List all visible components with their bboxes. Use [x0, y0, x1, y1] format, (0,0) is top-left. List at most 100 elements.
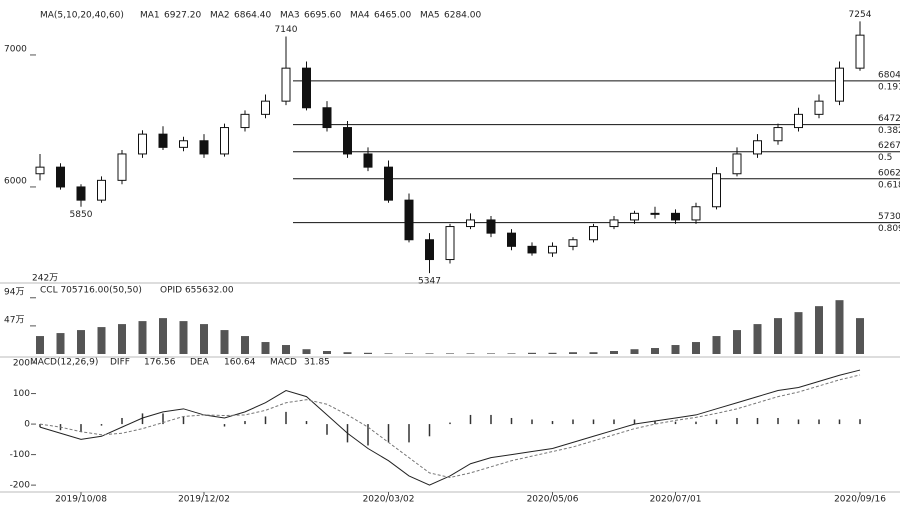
volume-bar	[569, 352, 577, 354]
volume-bar	[610, 351, 618, 354]
fib-price: 6062	[878, 168, 900, 178]
candle-body	[814, 100, 824, 115]
macd-line	[39, 369, 861, 486]
ma-value: 6284.00	[444, 11, 481, 21]
candle-body	[199, 140, 209, 155]
fib-price: 5730	[878, 212, 900, 222]
candle-body	[650, 212, 660, 215]
volume-legend: CCL 705716.00(50,50)	[40, 286, 142, 296]
candle-body	[384, 166, 393, 201]
volume-bar	[733, 330, 741, 354]
ma-label: MA(5,10,20,40,60)	[40, 11, 124, 21]
high-annotation: 7254	[849, 10, 872, 20]
candle-body	[445, 226, 455, 261]
candle-body	[794, 113, 803, 129]
candle-body	[240, 113, 250, 129]
volume-bar	[548, 352, 557, 354]
fib-ratio: 0.618	[878, 180, 900, 190]
fib-ratio: 0.5	[878, 153, 892, 163]
volume-bar	[323, 351, 331, 354]
candle-body	[158, 133, 168, 148]
candle-body	[138, 133, 147, 155]
candle-body	[630, 212, 639, 221]
candle-body	[343, 127, 352, 155]
volume-bar	[487, 353, 495, 354]
candle-body	[671, 212, 680, 221]
candle-body	[404, 199, 414, 241]
volume-bar	[138, 321, 147, 354]
high-annotation: 7140	[275, 25, 298, 35]
volume-bar	[241, 336, 249, 354]
low-annotation: 5347	[418, 277, 441, 287]
candle-body	[773, 127, 783, 142]
volume-bar	[528, 352, 536, 354]
macd-name: DIFF	[110, 358, 130, 368]
macd-name: MACD	[270, 358, 297, 368]
volume-bar	[466, 353, 475, 354]
ma-name: MA1	[140, 11, 160, 21]
volume-bar	[651, 348, 659, 354]
candle-body	[609, 219, 619, 228]
candle-body	[363, 153, 373, 168]
macd-value: 176.56	[144, 358, 176, 368]
ma-name: MA2	[210, 11, 230, 21]
candle-body	[589, 226, 598, 241]
volume-bar	[815, 306, 823, 354]
candle-body	[179, 140, 188, 148]
candle-body	[281, 67, 291, 102]
volume-bar	[118, 324, 126, 354]
candle-body	[56, 166, 65, 188]
x-tick-label: 2019/10/08	[55, 495, 107, 505]
ma-value: 6864.40	[234, 11, 271, 21]
fib-ratio: 0.809	[878, 224, 900, 234]
volume-bar	[302, 349, 311, 354]
volume-bar	[712, 336, 721, 354]
volume-title: 242万	[32, 274, 58, 284]
volume-bar	[507, 353, 516, 354]
y-tick-label: -200	[10, 481, 31, 491]
candle-body	[855, 34, 865, 69]
y-tick-label: 0	[24, 420, 30, 430]
volume-bar	[200, 324, 208, 354]
y-tick-label: 47万	[4, 315, 24, 325]
volume-bar	[179, 321, 188, 354]
volume-bar	[835, 300, 844, 354]
candle-body	[568, 239, 578, 247]
candle-body	[835, 67, 844, 102]
ma-name: MA5	[420, 11, 440, 21]
x-tick-label: 2020/05/06	[527, 495, 579, 505]
fib-ratio: 0.191	[878, 82, 900, 92]
ma-value: 6465.00	[374, 11, 411, 21]
volume-bar	[159, 318, 167, 354]
macd-value: 31.85	[304, 358, 330, 368]
candle-body	[712, 173, 721, 208]
macd-name: DEA	[190, 358, 210, 368]
low-annotation: 5850	[70, 210, 93, 220]
ma-value: 6695.60	[304, 11, 341, 21]
volume-bar	[753, 324, 762, 354]
candle-body	[548, 245, 557, 254]
volume-bar	[671, 345, 680, 354]
ma-name: MA3	[280, 11, 300, 21]
y-tick-label: 94万	[4, 287, 24, 297]
volume-bar	[794, 312, 803, 354]
macd-value: 160.64	[224, 358, 256, 368]
candle-body	[486, 219, 496, 234]
candle-body	[466, 219, 475, 228]
fib-ratio: 0.382	[878, 126, 900, 136]
candle-body	[322, 107, 332, 129]
x-tick-label: 2020/07/01	[650, 495, 702, 505]
ma-name: MA4	[350, 11, 370, 21]
candle-body	[691, 206, 701, 221]
macd-title: MACD(12,26,9)	[30, 358, 98, 368]
candle-body	[732, 153, 742, 175]
volume-bar	[856, 318, 864, 354]
y-tick-label: -100	[10, 450, 31, 460]
macd-line	[39, 374, 861, 479]
y-tick-label: 7000	[4, 44, 27, 54]
y-tick-label: 200	[13, 359, 30, 369]
candle-body	[220, 127, 229, 155]
volume-bar	[589, 352, 598, 354]
candle-body	[97, 179, 106, 201]
